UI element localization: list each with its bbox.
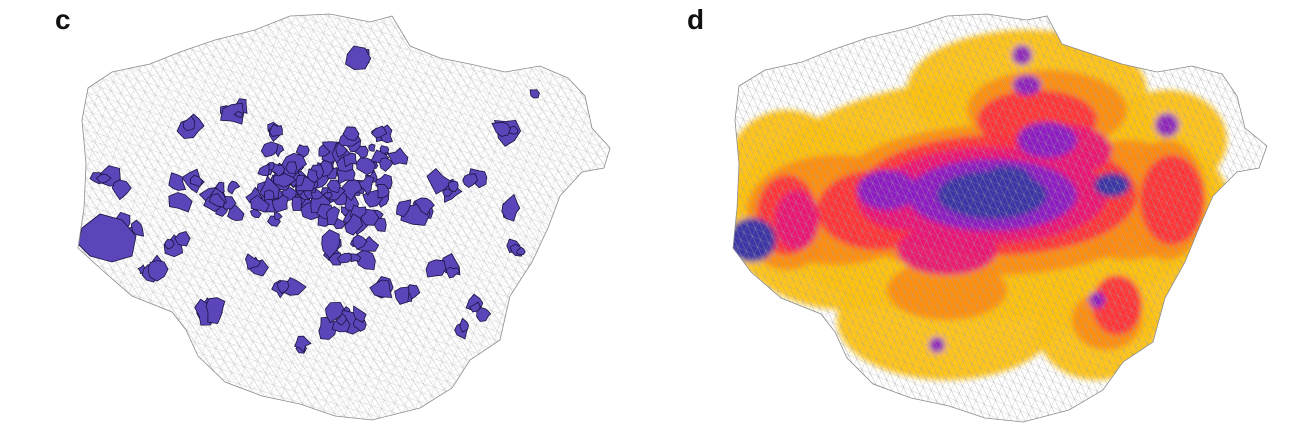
selected-area	[345, 45, 372, 71]
selected-area	[306, 168, 319, 183]
selected-area	[227, 180, 241, 195]
selected-area	[220, 102, 244, 125]
selected-area	[260, 141, 279, 158]
selected-area	[340, 206, 350, 217]
selected-area	[227, 205, 245, 222]
selected-area	[368, 143, 376, 152]
selected-area	[205, 297, 226, 325]
selected-area	[233, 111, 244, 118]
selected-area	[168, 192, 193, 213]
selected-area	[189, 175, 203, 188]
selected-area	[325, 302, 347, 324]
selected-area	[326, 179, 341, 194]
selected-area	[147, 260, 169, 282]
selected-area	[335, 142, 348, 158]
london-outline-d	[732, 13, 1268, 423]
map-d-svg	[732, 13, 1268, 423]
selected-area	[447, 180, 459, 192]
panel-label-c: c	[55, 4, 71, 35]
selected-area	[325, 206, 341, 226]
london-boundaries-c	[78, 14, 610, 420]
selected-area	[244, 253, 262, 270]
selected-area	[269, 123, 283, 137]
selected-area	[426, 168, 453, 195]
selected-area	[164, 238, 175, 250]
selected-area	[249, 208, 262, 219]
selected-area	[369, 279, 393, 298]
selected-area	[501, 193, 521, 222]
selected-area	[318, 144, 331, 157]
selected-area	[387, 147, 409, 166]
selected-area	[335, 313, 347, 326]
selected-area	[379, 157, 394, 172]
selected-area	[476, 307, 492, 322]
selected-area	[352, 234, 368, 250]
selected-area	[273, 211, 283, 220]
selected-area	[379, 145, 390, 154]
selected-area	[459, 317, 470, 333]
selected-area	[276, 280, 290, 294]
selected-area	[285, 161, 298, 174]
london-boundaries-d	[733, 14, 1267, 422]
selected-area	[291, 196, 303, 211]
selected-area	[394, 286, 410, 305]
panel-label-d: d	[687, 4, 705, 35]
selected-area	[395, 199, 412, 218]
selected-area	[425, 259, 447, 278]
map-panel-d: d	[647, 0, 1294, 435]
selected-area	[343, 152, 358, 168]
selected-area	[111, 179, 132, 201]
selected-area	[462, 173, 479, 188]
selected-area	[168, 172, 187, 191]
map-panel-c: c	[55, 4, 611, 421]
selected-area	[516, 246, 526, 256]
map-c-svg	[77, 13, 611, 421]
selected-area	[376, 183, 390, 199]
selected-area	[271, 194, 289, 213]
selected-area	[208, 193, 225, 208]
selected-area	[529, 89, 540, 99]
selected-area	[469, 301, 481, 313]
selected-area	[95, 173, 112, 184]
selected-area	[294, 335, 312, 353]
london-outline-c	[77, 13, 611, 421]
selected-area	[353, 305, 367, 323]
selected-area	[370, 125, 388, 139]
selected-area	[78, 213, 137, 263]
selected-area	[445, 266, 460, 279]
selected-area	[321, 229, 340, 259]
selected-area	[442, 188, 453, 197]
selected-area	[413, 197, 435, 216]
selected-area	[182, 115, 195, 131]
selected-area	[322, 191, 333, 199]
selected-area	[336, 252, 353, 264]
selected-areas	[78, 45, 540, 354]
selected-area	[174, 231, 191, 247]
selected-area	[356, 157, 376, 176]
selected-area	[295, 144, 310, 158]
selected-area	[342, 126, 360, 142]
selected-area	[344, 213, 363, 236]
selected-area	[295, 174, 305, 187]
selected-area	[250, 194, 270, 213]
selected-area	[491, 121, 511, 137]
selected-area	[264, 189, 275, 201]
